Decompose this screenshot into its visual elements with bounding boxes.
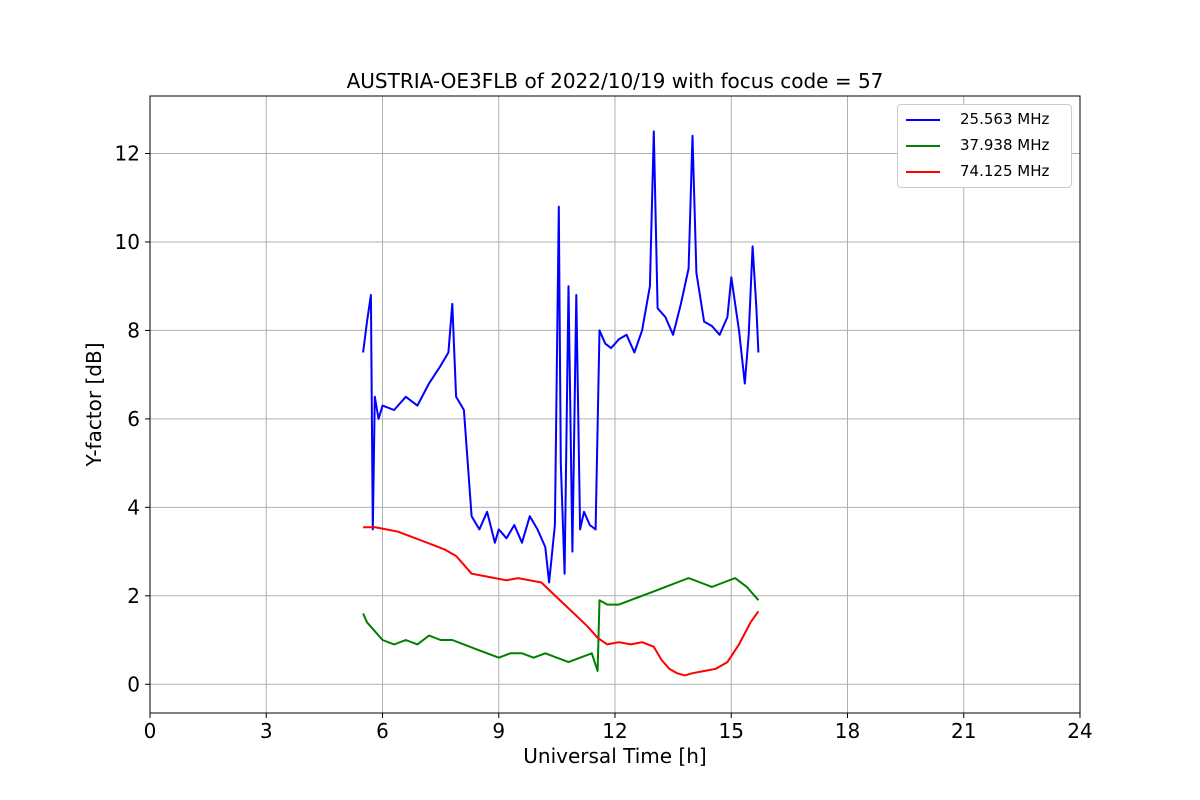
legend-swatch-series-1 — [906, 119, 940, 121]
series-line-3 — [363, 526, 760, 677]
legend-swatch-series-3 — [906, 171, 940, 173]
series-lines — [362, 130, 760, 677]
series-line-1 — [362, 130, 760, 584]
x-tick-label: 9 — [492, 719, 505, 743]
y-tick-label: 6 — [127, 407, 140, 431]
legend-swatch-series-2 — [906, 145, 940, 147]
x-tick-label: 3 — [260, 719, 273, 743]
x-tick-label: 18 — [835, 719, 860, 743]
legend-label-series-2: 37.938 MHz — [960, 136, 1050, 154]
y-tick-label: 8 — [127, 318, 140, 342]
x-tick-label: 6 — [376, 719, 389, 743]
legend-item-series-3: 74.125 MHz — [898, 159, 1073, 185]
y-tick-label: 12 — [115, 141, 140, 165]
legend-label-series-1: 25.563 MHz — [960, 110, 1050, 128]
y-axis-label: Y-factor [dB] — [82, 342, 106, 467]
x-tick-label: 12 — [602, 719, 627, 743]
legend-item-series-1: 25.563 MHz — [898, 107, 1073, 133]
x-axis-label: Universal Time [h] — [523, 744, 706, 768]
legend: 25.563 MHz 37.938 MHz 74.125 MHz — [897, 104, 1072, 188]
x-tick-label: 0 — [144, 719, 157, 743]
chart-title: AUSTRIA-OE3FLB of 2022/10/19 with focus … — [347, 69, 884, 93]
y-tick-label: 0 — [127, 672, 140, 696]
legend-label-series-3: 74.125 MHz — [960, 162, 1050, 180]
x-tick-label: 24 — [1067, 719, 1092, 743]
x-tick-label: 21 — [951, 719, 976, 743]
x-tick-label: 15 — [719, 719, 744, 743]
series-line-2 — [362, 577, 760, 672]
y-tick-label: 2 — [127, 584, 140, 608]
y-tick-label: 10 — [115, 230, 140, 254]
y-tick-label: 4 — [127, 495, 140, 519]
legend-item-series-2: 37.938 MHz — [898, 133, 1073, 159]
